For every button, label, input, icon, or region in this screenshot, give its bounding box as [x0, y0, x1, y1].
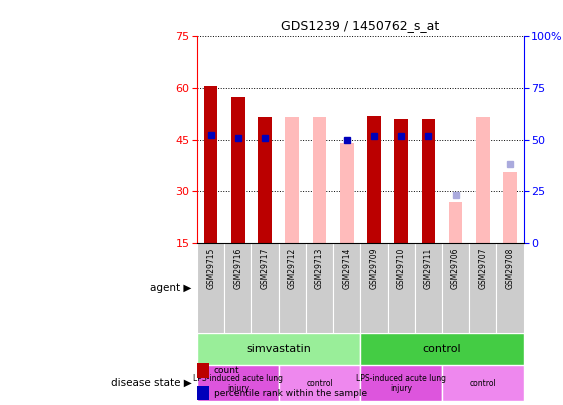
Bar — [340, 143, 354, 243]
Bar — [197, 365, 279, 401]
Bar — [387, 243, 415, 333]
Bar — [497, 243, 524, 333]
Bar — [469, 243, 497, 333]
Text: control: control — [423, 344, 461, 354]
Bar — [333, 243, 360, 333]
Text: GSM29716: GSM29716 — [234, 247, 242, 289]
Text: GSM29706: GSM29706 — [451, 247, 460, 289]
Text: percentile rank within the sample: percentile rank within the sample — [214, 388, 367, 398]
Text: GSM29708: GSM29708 — [506, 247, 515, 289]
Text: GSM29711: GSM29711 — [424, 247, 433, 289]
Bar — [279, 243, 306, 333]
Bar — [224, 243, 252, 333]
Bar — [231, 97, 245, 243]
Bar — [449, 202, 462, 243]
Text: GSM29709: GSM29709 — [369, 247, 378, 289]
Bar — [360, 243, 387, 333]
Bar — [279, 365, 360, 401]
Text: agent ▶: agent ▶ — [150, 283, 191, 293]
Text: LPS-induced acute lung
injury: LPS-induced acute lung injury — [193, 373, 283, 393]
Text: GSM29714: GSM29714 — [342, 247, 351, 289]
Bar — [394, 119, 408, 243]
Bar — [442, 365, 524, 401]
Bar — [422, 119, 435, 243]
Bar — [360, 333, 524, 365]
Bar — [503, 173, 517, 243]
Title: GDS1239 / 1450762_s_at: GDS1239 / 1450762_s_at — [281, 19, 440, 32]
Text: GSM29715: GSM29715 — [206, 247, 215, 289]
Text: control: control — [306, 379, 333, 388]
Text: GSM29713: GSM29713 — [315, 247, 324, 289]
Bar — [360, 365, 442, 401]
Bar — [197, 333, 360, 365]
Text: simvastatin: simvastatin — [246, 344, 311, 354]
Bar — [476, 117, 490, 243]
Text: GSM29707: GSM29707 — [479, 247, 487, 289]
Text: count: count — [214, 366, 240, 375]
Text: control: control — [470, 379, 496, 388]
Bar — [415, 243, 442, 333]
Bar — [312, 117, 327, 243]
Text: disease state ▶: disease state ▶ — [111, 378, 191, 388]
Bar — [252, 243, 279, 333]
Text: GSM29717: GSM29717 — [261, 247, 270, 289]
Bar — [197, 243, 224, 333]
Bar — [285, 117, 299, 243]
Bar — [442, 243, 469, 333]
Bar — [367, 115, 381, 243]
Bar — [258, 117, 272, 243]
Text: GSM29710: GSM29710 — [397, 247, 405, 289]
Text: GSM29712: GSM29712 — [288, 247, 297, 289]
Text: LPS-induced acute lung
injury: LPS-induced acute lung injury — [356, 373, 446, 393]
Bar — [306, 243, 333, 333]
Bar — [204, 86, 217, 243]
